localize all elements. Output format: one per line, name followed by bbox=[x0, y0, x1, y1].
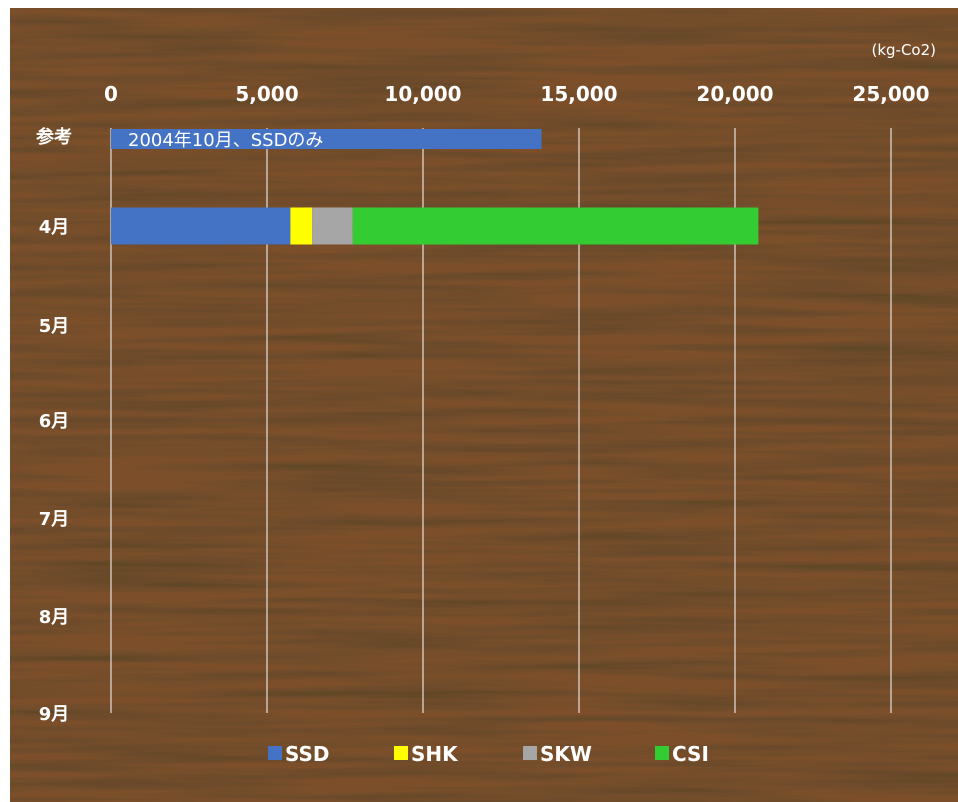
legend-swatch bbox=[268, 746, 282, 760]
x-tick-label: 15,000 bbox=[540, 82, 617, 106]
category-label: 参考 bbox=[36, 126, 72, 148]
x-tick-label: 25,000 bbox=[852, 82, 929, 106]
x-tick-label: 10,000 bbox=[384, 82, 461, 106]
category-label: 9月 bbox=[39, 704, 70, 725]
legend-swatch bbox=[394, 746, 408, 760]
bar-segment bbox=[352, 207, 759, 245]
legend-swatch bbox=[523, 746, 537, 760]
bar-segment bbox=[111, 129, 542, 149]
axis-labels: 0 5,000 10,000 15,000 20,000 25,000 参考 4月 5月 6月 7月… bbox=[36, 82, 930, 725]
category-label: 8月 bbox=[39, 607, 70, 628]
category-label: 6月 bbox=[39, 411, 70, 432]
bar-annotation: 2004年10月、SSDのみ bbox=[128, 130, 323, 151]
legend-label: SKW bbox=[540, 742, 592, 766]
chart-frame: 0 5,000 10,000 15,000 20,000 25,000 参考 4月 5月 6月 7月… bbox=[10, 8, 958, 802]
legend-label: SSD bbox=[285, 742, 330, 766]
bars bbox=[111, 129, 759, 245]
bar-segment bbox=[290, 207, 313, 245]
category-label: 5月 bbox=[39, 316, 70, 337]
legend-label: SHK bbox=[411, 742, 459, 766]
wood-background bbox=[10, 8, 958, 802]
legend-swatch bbox=[655, 746, 669, 760]
stacked-bar-chart: 0 5,000 10,000 15,000 20,000 25,000 参考 4月 5月 6月 7月… bbox=[10, 8, 958, 802]
category-label: 7月 bbox=[39, 509, 70, 530]
legend-label: CSI bbox=[672, 742, 709, 766]
x-tick-label: 5,000 bbox=[235, 82, 298, 106]
legend: SSD SHK SKW CSI bbox=[268, 742, 709, 766]
bar-segment bbox=[312, 207, 353, 245]
unit-label: (kg-Co2) bbox=[871, 41, 936, 59]
x-tick-label: 0 bbox=[104, 82, 118, 106]
bar-segment bbox=[111, 207, 291, 245]
x-tick-label: 20,000 bbox=[696, 82, 773, 106]
category-label: 4月 bbox=[39, 217, 70, 238]
